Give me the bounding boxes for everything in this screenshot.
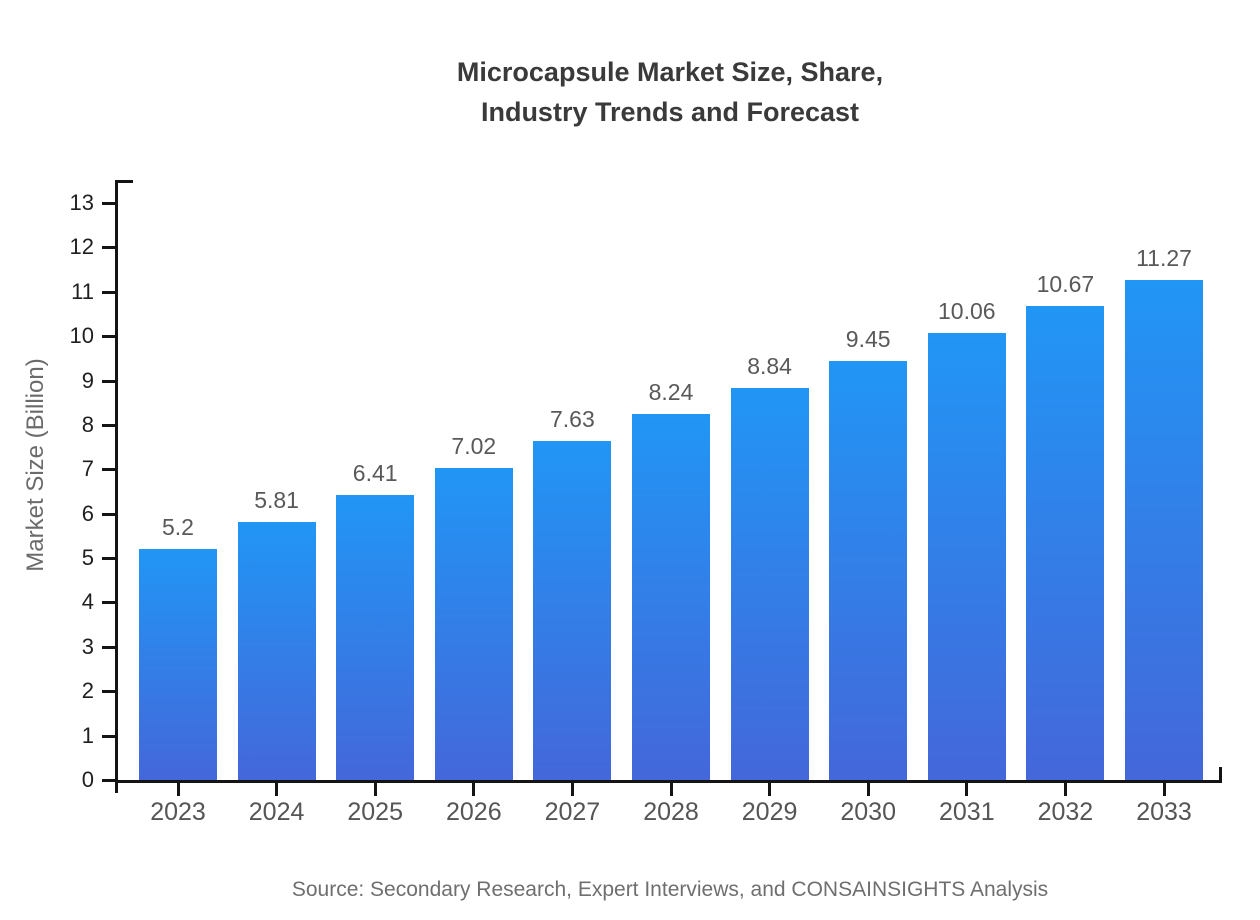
x-tick-label: 2023 — [150, 798, 206, 826]
x-tick-mark — [768, 783, 772, 796]
chart-title-line-1: Microcapsule Market Size, Share, — [456, 57, 884, 87]
chart-title-line-2: Industry Trends and Forecast — [480, 97, 860, 127]
x-tick-mark — [373, 783, 377, 796]
y-tick-label: 4 — [81, 589, 94, 615]
bar — [237, 522, 316, 780]
bar-value-label: 7.63 — [550, 406, 595, 433]
x-tick-mark — [866, 783, 870, 796]
x-tick-label: 2031 — [938, 798, 995, 826]
y-tick-mark — [102, 690, 115, 694]
bar-value-label: 5.81 — [254, 487, 299, 514]
bar — [139, 549, 217, 780]
bar-value-label: 7.02 — [451, 433, 497, 460]
y-tick-label: 10 — [69, 323, 94, 349]
y-axis-line — [115, 180, 118, 793]
x-tick-label: 2028 — [643, 798, 699, 826]
bar-value-label: 8.84 — [747, 352, 792, 379]
y-tick-label: 8 — [81, 411, 94, 437]
bar-value-label: 9.45 — [845, 325, 891, 352]
bar — [434, 468, 513, 780]
y-tick-label: 13 — [69, 190, 94, 215]
bar — [829, 360, 908, 780]
bar-value-label: 5.2 — [162, 514, 194, 541]
y-tick-mark — [102, 202, 115, 205]
y-tick-label: 0 — [81, 767, 94, 792]
x-tick-mark — [275, 783, 279, 796]
x-tick-mark — [1063, 783, 1067, 796]
chart-title: Microcapsule Market Size, Share, Industr… — [118, 52, 1222, 132]
y-tick-mark — [102, 512, 115, 516]
bar-value-label: 11.27 — [1136, 244, 1192, 271]
y-tick-mark — [102, 335, 115, 339]
y-tick-label: 1 — [81, 722, 94, 748]
y-tick-label: 3 — [81, 633, 94, 659]
y-tick-label: 5 — [81, 545, 94, 571]
y-tick-label: 9 — [81, 367, 94, 393]
y-tick-mark — [102, 645, 115, 649]
y-tick-mark — [102, 734, 115, 738]
x-tick-label: 2024 — [248, 798, 305, 826]
y-tick-mark — [102, 468, 115, 472]
bar-value-label: 8.24 — [648, 379, 694, 406]
y-tick-mark — [102, 423, 115, 427]
y-tick-mark — [102, 779, 115, 782]
x-tick-mark — [669, 783, 673, 796]
y-tick-mark — [102, 379, 115, 383]
bar — [1026, 306, 1105, 780]
x-tick-mark — [570, 783, 574, 796]
x-axis-line — [118, 780, 1222, 783]
x-tick-label: 2030 — [840, 798, 896, 826]
x-tick-label: 2032 — [1037, 798, 1094, 826]
bar — [632, 414, 710, 780]
x-tick-mark — [1162, 783, 1166, 796]
source-note: Source: Secondary Research, Expert Inter… — [291, 878, 1049, 901]
y-tick-mark — [102, 246, 115, 250]
y-tick-label: 7 — [81, 456, 94, 482]
y-axis-top-cap — [118, 180, 133, 183]
y-tick-mark — [102, 557, 115, 561]
bar — [1125, 279, 1203, 780]
x-tick-mark — [176, 783, 180, 796]
x-axis-right-cap — [1219, 767, 1222, 780]
y-tick-mark — [102, 601, 115, 605]
x-tick-label: 2029 — [741, 798, 798, 826]
x-tick-mark — [965, 783, 969, 796]
bar — [533, 441, 612, 780]
x-tick-label: 2025 — [347, 798, 403, 826]
bar — [336, 495, 415, 780]
y-tick-label: 2 — [81, 678, 94, 704]
x-tick-label: 2026 — [445, 798, 502, 826]
y-tick-label: 12 — [69, 234, 94, 260]
x-tick-label: 2033 — [1136, 798, 1192, 826]
y-tick-label: 11 — [71, 278, 94, 304]
bar-value-label: 10.06 — [938, 298, 996, 325]
bar-value-label: 6.41 — [352, 460, 398, 487]
x-tick-mark — [472, 783, 476, 796]
x-tick-label: 2027 — [544, 798, 601, 826]
bar-value-label: 10.67 — [1036, 271, 1095, 298]
y-tick-label: 6 — [81, 500, 94, 526]
bar — [730, 387, 809, 780]
y-tick-mark — [102, 290, 115, 294]
bar — [927, 333, 1006, 780]
